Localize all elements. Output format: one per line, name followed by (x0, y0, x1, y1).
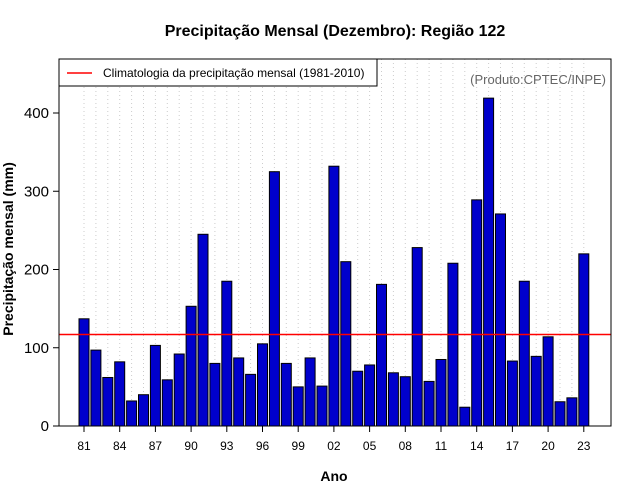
bar-layer (78, 97, 590, 427)
bar-1986 (138, 394, 149, 427)
bar-1983 (102, 376, 114, 427)
y-tick-label: 300 (24, 183, 49, 200)
bar-2002 (328, 165, 340, 427)
bar-2018 (518, 280, 530, 427)
bar-1984 (114, 361, 126, 427)
x-tick-label: 23 (577, 439, 591, 453)
bar-2008 (399, 376, 411, 427)
bar-2012 (447, 262, 459, 427)
x-tick-label: 08 (399, 439, 413, 453)
bar-2004 (352, 370, 364, 427)
y-axis-title: Precipitação mensal (mm) (0, 162, 16, 336)
bar-1993 (221, 280, 233, 427)
y-tick-label: 400 (24, 105, 49, 122)
bar-1985 (126, 400, 138, 427)
y-tick-label: 100 (24, 340, 49, 357)
x-tick-label: 93 (220, 439, 234, 453)
bar-2010 (423, 380, 435, 427)
bar-2016 (495, 213, 506, 427)
bar-2014 (471, 199, 483, 427)
x-tick-label: 90 (184, 439, 198, 453)
y-tick-label: 200 (24, 262, 49, 279)
bar-1982 (90, 349, 102, 427)
bar-2003 (340, 261, 352, 427)
chart-title: Precipitação Mensal (Dezembro): Região 1… (165, 23, 506, 40)
bar-1989 (173, 353, 185, 427)
bar-1996 (257, 343, 268, 427)
bar-2005 (364, 364, 376, 427)
x-tick-label: 84 (113, 439, 127, 453)
bar-2022 (566, 397, 578, 427)
bar-2019 (530, 355, 542, 427)
legend-label: Climatologia da precipitação mensal (198… (103, 66, 364, 80)
bar-1994 (233, 357, 245, 427)
bar-1987 (149, 344, 161, 427)
bar-1988 (161, 379, 173, 427)
bar-2006 (376, 283, 387, 427)
bar-2009 (411, 247, 423, 427)
bar-2000 (304, 357, 316, 427)
bar-1991 (197, 233, 209, 427)
bar-2013 (459, 406, 471, 427)
bar-2023 (578, 253, 590, 427)
bar-1999 (292, 386, 304, 427)
bar-1995 (245, 373, 257, 427)
x-tick-label: 17 (506, 439, 520, 453)
bar-1998 (280, 362, 292, 427)
x-tick-label: 96 (256, 439, 270, 453)
y-axis: 0 100 200 300 400 (24, 105, 59, 435)
x-tick-label: 81 (77, 439, 91, 453)
y-tick-label: 0 (41, 418, 49, 435)
credit-text: (Produto:CPTEC/INPE) (470, 72, 606, 87)
bar-2011 (435, 358, 447, 427)
x-tick-label: 87 (149, 439, 163, 453)
x-tick-label: 14 (470, 439, 484, 453)
legend-box (58, 58, 378, 87)
bar-1990 (185, 305, 197, 427)
bar-1992 (209, 362, 221, 427)
bar-1997 (268, 171, 280, 427)
bar-2021 (554, 401, 566, 427)
x-axis: 81 84 87 90 93 96 99 02 05 08 11 14 17 20 23 (77, 426, 591, 453)
bar-2017 (506, 360, 518, 427)
x-axis-title: Ano (320, 468, 347, 484)
x-tick-label: 02 (327, 439, 341, 453)
x-tick-label: 11 (435, 439, 448, 453)
x-tick-label: 99 (292, 439, 306, 453)
x-tick-label: 20 (541, 439, 555, 453)
bar-2007 (387, 372, 399, 427)
bar-2001 (316, 385, 328, 427)
bar-2015 (483, 97, 495, 427)
x-tick-label: 05 (363, 439, 377, 453)
bar-2020 (542, 336, 554, 427)
legend: Climatologia da precipitação mensal (198… (58, 58, 378, 87)
